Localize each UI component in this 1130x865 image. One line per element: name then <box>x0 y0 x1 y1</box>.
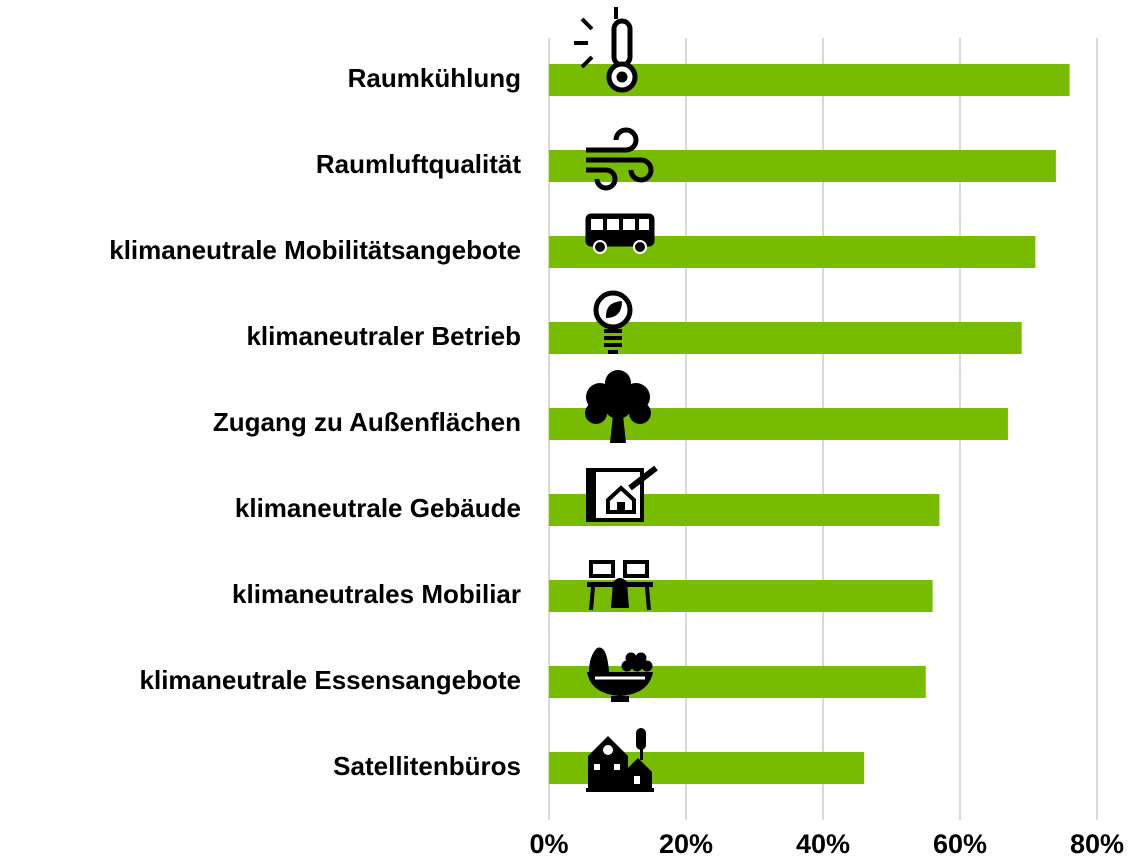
icon-food <box>587 647 653 702</box>
category-label: Satellitenbüros <box>333 751 521 781</box>
x-tick-label: 80% <box>1070 829 1124 859</box>
x-tick-label: 0% <box>529 829 568 859</box>
icon-tree <box>585 370 651 443</box>
bar <box>549 150 1056 182</box>
category-label: klimaneutrale Essensangebote <box>140 665 521 695</box>
icons <box>574 7 658 792</box>
category-label: klimaneutrale Mobilitätsangebote <box>109 235 521 265</box>
icon-bulb <box>593 290 633 354</box>
icon-blueprint <box>586 465 658 522</box>
category-label: Raumluftqualität <box>316 149 521 179</box>
category-label: Zugang zu Außenflächen <box>213 407 521 437</box>
icon-air <box>586 127 654 191</box>
x-tick-label: 40% <box>796 829 850 859</box>
category-label: klimaneutrale Gebäude <box>235 493 521 523</box>
icon-furniture <box>587 560 653 611</box>
category-label: Raumkühlung <box>348 63 521 93</box>
icon-offices <box>586 728 654 792</box>
x-tick-label: 60% <box>933 829 987 859</box>
category-label: klimaneutrales Mobiliar <box>232 579 521 609</box>
x-tick-label: 20% <box>659 829 713 859</box>
bar <box>549 322 1022 354</box>
icon-bus <box>585 213 655 254</box>
category-label: klimaneutraler Betrieb <box>246 321 521 351</box>
icon-cooling <box>574 7 638 93</box>
